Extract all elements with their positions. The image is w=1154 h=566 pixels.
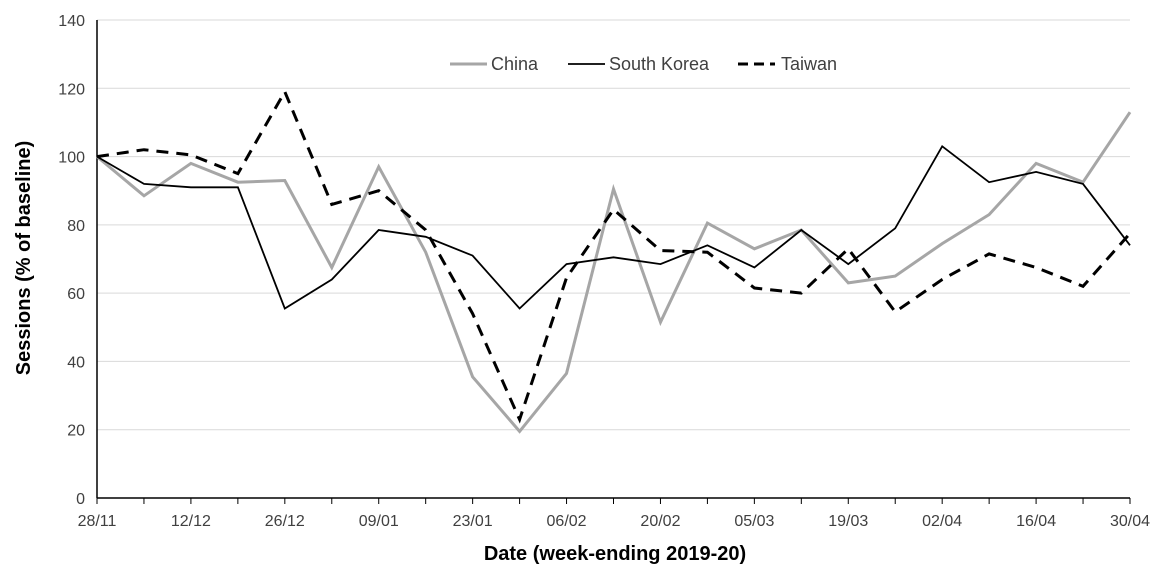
y-tick-label-0: 0 <box>76 491 85 508</box>
x-tick-label-19-03: 19/03 <box>828 513 868 530</box>
legend-label-taiwan: Taiwan <box>781 54 837 74</box>
gridlines <box>97 19 1130 431</box>
y-tick-label-60: 60 <box>67 286 85 303</box>
x-tick-label-23-01: 23/01 <box>453 513 493 530</box>
y-tick-label-120: 120 <box>58 81 85 98</box>
x-tick-label-02-04: 02/04 <box>922 513 962 530</box>
x-tick-label-05-03: 05/03 <box>734 513 774 530</box>
y-tick-label-40: 40 <box>67 354 85 371</box>
y-axis-title: Sessions (% of baseline) <box>13 141 35 376</box>
y-tick-label-20: 20 <box>67 423 85 440</box>
series-line-south-korea <box>96 144 1131 310</box>
legend-label-south-korea: South Korea <box>609 54 710 74</box>
legend: China South Korea Taiwan <box>450 54 837 74</box>
y-tick-label-140: 140 <box>58 13 85 30</box>
legend-label-china: China <box>491 54 539 74</box>
y-tick-label-100: 100 <box>58 150 85 167</box>
x-tick-label-20-02: 20/02 <box>640 513 680 530</box>
x-tick-label-06-02: 06/02 <box>547 513 587 530</box>
axes: 0 20 40 60 80 100 120 140 28/11 12/12 26/12 09/01 23… <box>58 13 1150 530</box>
series-line-china <box>96 111 1132 434</box>
x-tick-label-12-12: 12/12 <box>171 513 211 530</box>
x-tick-label-09-01: 09/01 <box>359 513 399 530</box>
x-tick-label-16-04: 16/04 <box>1016 513 1056 530</box>
x-axis-title: Date (week-ending 2019-20) <box>484 543 746 565</box>
x-tick-label-26-12: 26/12 <box>265 513 305 530</box>
series-lines <box>96 88 1132 434</box>
x-tick-label-30-04: 30/04 <box>1110 513 1150 530</box>
x-tick-label-28-11: 28/11 <box>78 513 117 530</box>
y-tick-label-80: 80 <box>67 218 85 235</box>
series-line-taiwan <box>96 88 1132 424</box>
